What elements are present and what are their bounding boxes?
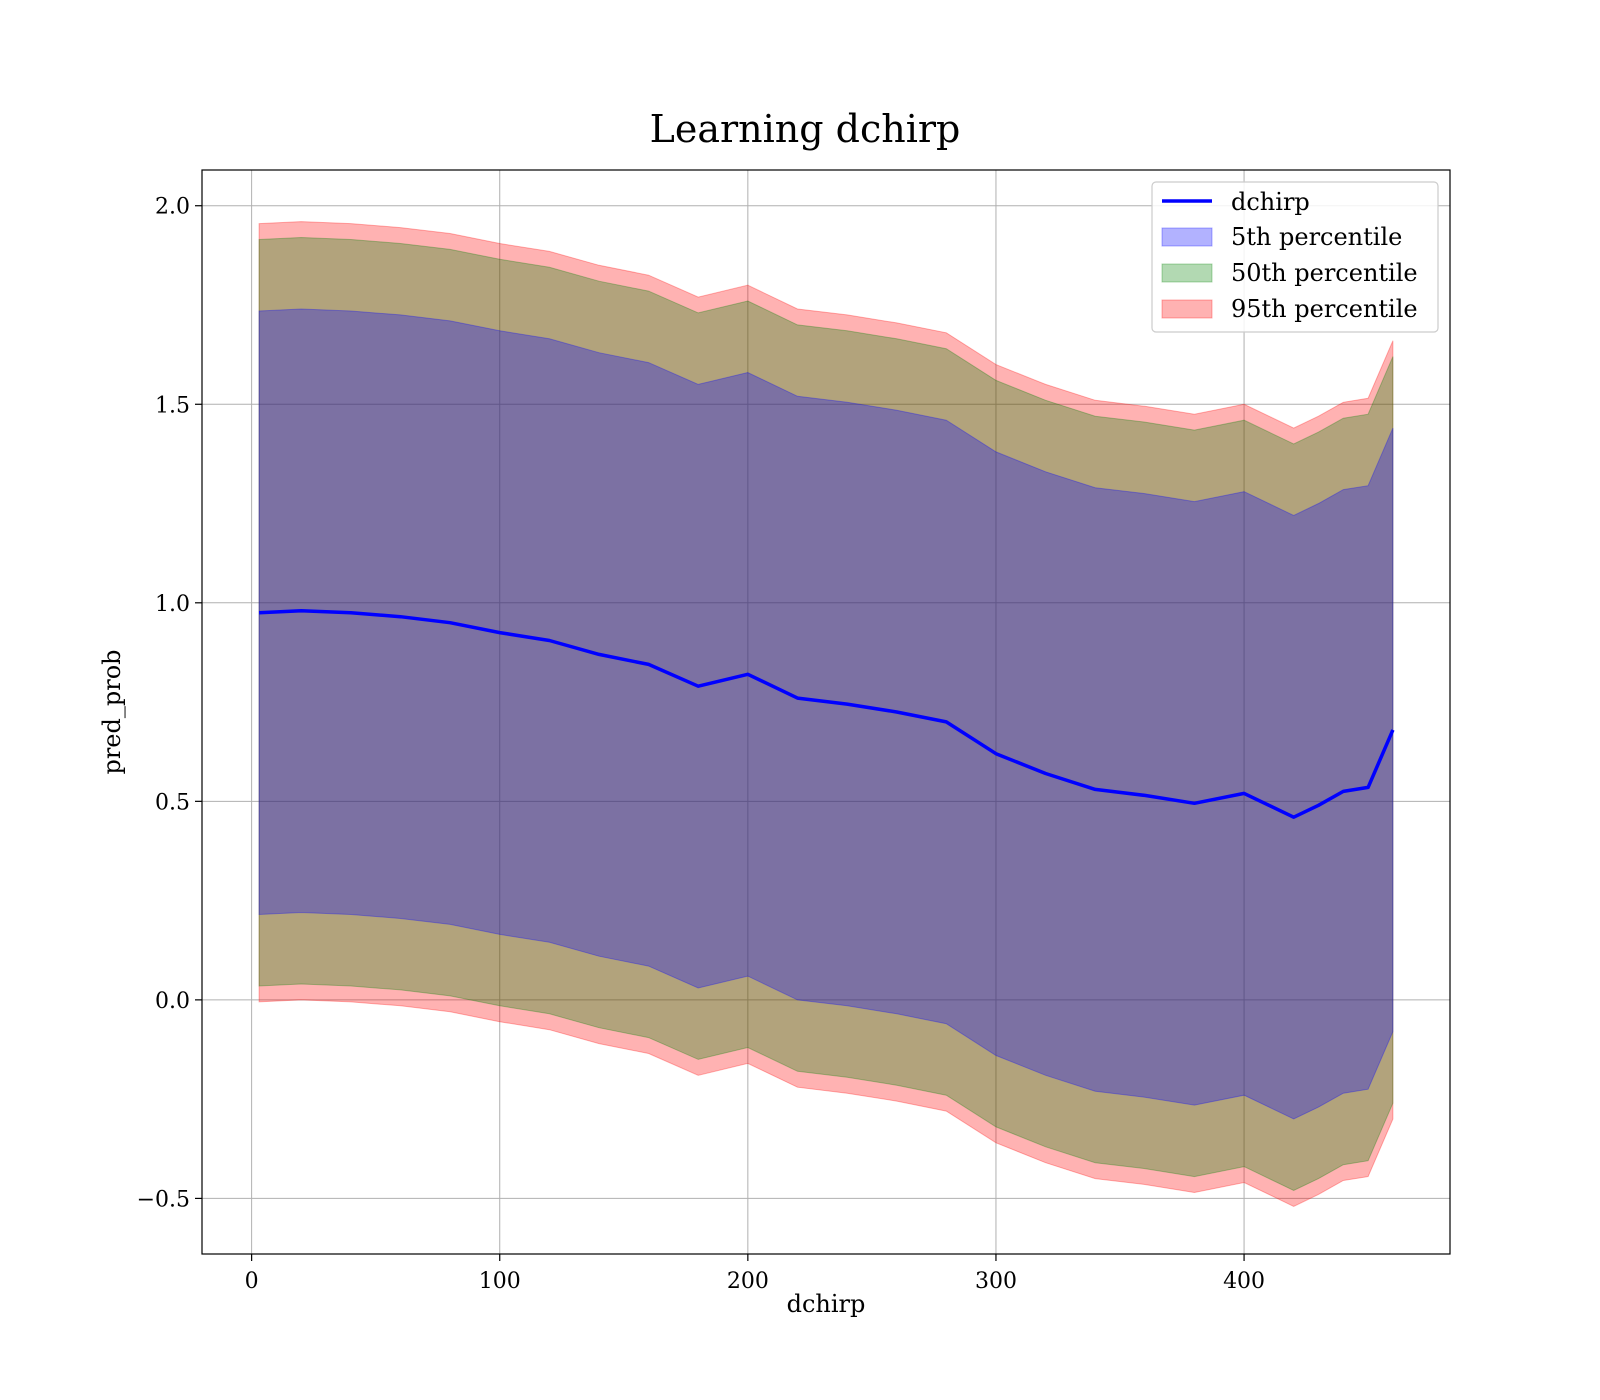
- y-tick-label-0: −0.5: [137, 1187, 190, 1212]
- chart-title: Learning dchirp: [650, 107, 961, 151]
- legend-label-dchirp: dchirp: [1231, 188, 1310, 216]
- x-tick-label-1: 100: [479, 1269, 521, 1294]
- band-95th-percentile: [258, 221, 1394, 1207]
- y-tick-label-4: 1.5: [155, 393, 190, 418]
- legend-label-50th: 50th percentile: [1231, 259, 1418, 287]
- series-line-dchirp: [259, 608, 1395, 819]
- y-tick-label-1: 0.0: [155, 989, 190, 1014]
- tick-layer: 0 100 200 300 400 −0.5 0.0 0.5 1.0 1.5 2.0: [137, 195, 1265, 1294]
- legend-swatch-5th: [1161, 227, 1213, 247]
- y-tick-label-5: 2.0: [155, 195, 190, 220]
- band-50th-percentile: [258, 236, 1394, 1192]
- legend-swatch-95th: [1161, 299, 1213, 319]
- legend-swatch-50th: [1161, 263, 1213, 283]
- grid-layer: [202, 170, 1450, 1254]
- band-layer: [258, 221, 1394, 1207]
- x-tick-label-2: 200: [727, 1269, 769, 1294]
- x-tick-label-4: 400: [1223, 1269, 1265, 1294]
- x-tick-label-3: 300: [975, 1269, 1017, 1294]
- plot-frame: [201, 169, 1451, 1255]
- band-5th-percentile: [258, 308, 1394, 1120]
- y-axis-label: pred_prob: [98, 649, 126, 774]
- x-tick-label-0: 0: [245, 1269, 259, 1294]
- x-axis-label: dchirp: [787, 1290, 866, 1318]
- line-layer: [259, 608, 1395, 819]
- legend-label-5th: 5th percentile: [1231, 223, 1402, 251]
- legend-label-95th: 95th percentile: [1231, 295, 1418, 323]
- legend: dchirp 5th percentile 50th percentile 95…: [1151, 181, 1439, 333]
- y-tick-label-3: 1.0: [155, 592, 190, 617]
- legend-box: [1151, 181, 1439, 333]
- y-tick-label-2: 0.5: [155, 790, 190, 815]
